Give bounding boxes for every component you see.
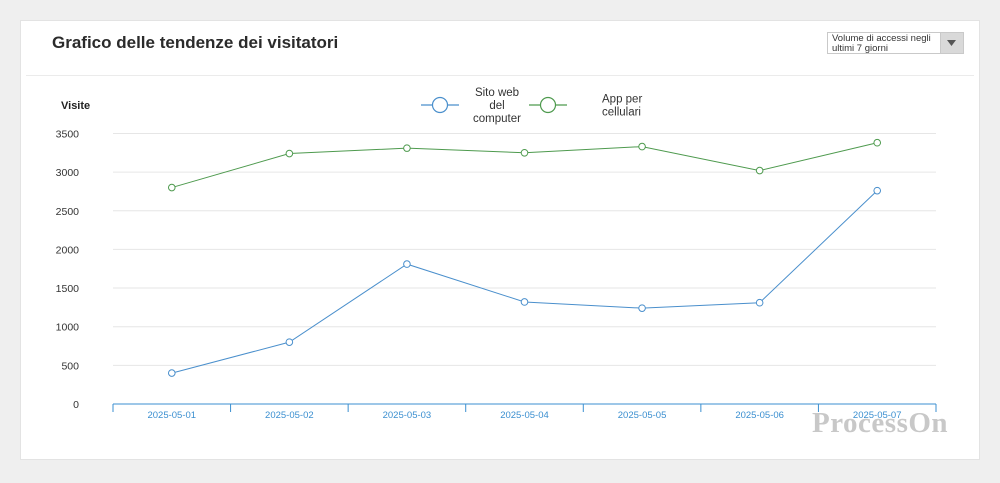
data-point-0 [873,186,882,195]
header-divider [26,75,974,76]
data-point-1 [285,149,294,158]
y-tick-label: 1000 [56,322,80,334]
y-tick-label: 3500 [56,128,80,140]
dropdown-button[interactable] [940,33,963,53]
y-tick-label: 0 [73,399,79,411]
legend-label-0: del [489,100,504,112]
time-range-select[interactable]: Volume di accessi negli ultimi 7 giorni [827,32,964,54]
data-point-1 [403,144,411,152]
time-range-select-value: Volume di accessi negli ultimi 7 giorni [832,33,931,54]
x-tick-label: 2025-05-04 [500,410,549,421]
series-line-0 [171,190,878,374]
x-tick-label: 2025-05-02 [265,410,314,421]
data-point-1 [755,166,764,175]
legend-label-1: App per [602,94,642,106]
line-chart: Visite 0 500 1000 1500 2000 2500 3000 3500 2025-0… [56,87,937,421]
legend-label-1: cellulari [602,107,641,119]
x-tick-label: 2025-05-05 [618,410,667,421]
x-tick-label: 2025-05-07 [853,410,902,421]
data-point-0 [638,304,646,312]
y-tick-label: 2500 [56,206,80,218]
x-tick-label: 2025-05-01 [147,410,196,421]
x-tick-label: 2025-05-06 [735,410,784,421]
data-point-0 [520,298,529,306]
data-point-0 [167,369,176,377]
data-point-0 [403,260,411,268]
y-tick-label: 2000 [56,244,80,256]
y-axis-label: Visite [61,100,90,112]
legend-label-0: Sito web [475,87,519,99]
data-point-1 [520,148,529,157]
data-point-0 [755,298,764,307]
data-point-1 [873,138,882,147]
data-point-1 [638,142,646,151]
chart-title: Grafico delle tendenze dei visitatori [52,33,339,52]
processon-watermark: ProcessOn [812,407,949,439]
legend-marker-1 [539,96,557,114]
chart-card: Grafico delle tendenze dei visitatori Vo… [20,20,980,460]
chevron-down-icon [947,40,956,46]
legend-marker-0 [431,96,449,114]
data-point-0 [285,338,294,346]
y-tick-label: 3000 [56,167,80,179]
legend-label-0: computer [473,113,521,125]
data-point-1 [167,183,176,192]
x-tick-label: 2025-05-03 [383,410,432,421]
y-tick-label: 1500 [56,283,80,295]
y-tick-label: 500 [61,360,79,372]
